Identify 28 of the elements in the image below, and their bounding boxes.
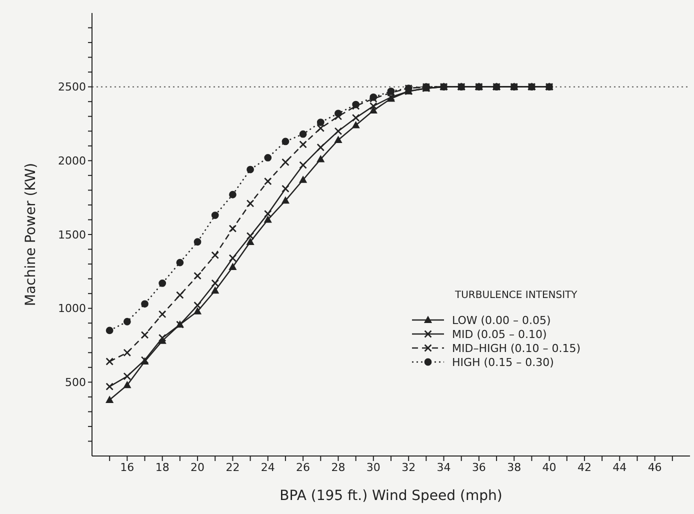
x-tick-label: 24 — [260, 460, 275, 474]
y-tick-label: 1500 — [58, 228, 86, 242]
x-tick-label: 34 — [436, 460, 451, 474]
y-tick-label: 2000 — [58, 154, 86, 168]
x-tick-label: 30 — [366, 460, 380, 474]
y-tick-label: 500 — [65, 376, 86, 390]
x-tick-label: 18 — [155, 460, 170, 474]
x-tick-label: 36 — [472, 460, 486, 474]
x-tick-label: 38 — [507, 460, 522, 474]
x-tick-label: 16 — [120, 460, 134, 474]
y-tick-label: 1000 — [58, 302, 86, 316]
legend-label: MID–HIGH (0.10 – 0.15) — [452, 342, 581, 354]
x-tick-label: 46 — [648, 460, 662, 474]
legend-label: MID (0.05 – 0.10) — [452, 328, 547, 340]
x-tick-label: 22 — [226, 460, 240, 474]
y-axis-title: Machine Power (KW) — [22, 162, 39, 306]
x-tick-label: 44 — [612, 460, 627, 474]
x-tick-label: 28 — [331, 460, 346, 474]
legend-title: TURBULENCE INTENSITY — [455, 290, 578, 301]
x-tick-label: 20 — [190, 460, 205, 474]
x-tick-label: 40 — [542, 460, 556, 474]
legend-label: LOW (0.00 – 0.05) — [452, 314, 551, 326]
x-tick-label: 42 — [577, 460, 592, 474]
x-tick-label: 26 — [296, 460, 310, 474]
legend-label: HIGH (0.15 – 0.30) — [452, 356, 554, 368]
y-tick-label: 2500 — [58, 80, 86, 94]
x-axis-title: BPA (195 ft.) Wind Speed (mph) — [280, 488, 502, 504]
x-tick-label: 32 — [402, 460, 416, 474]
